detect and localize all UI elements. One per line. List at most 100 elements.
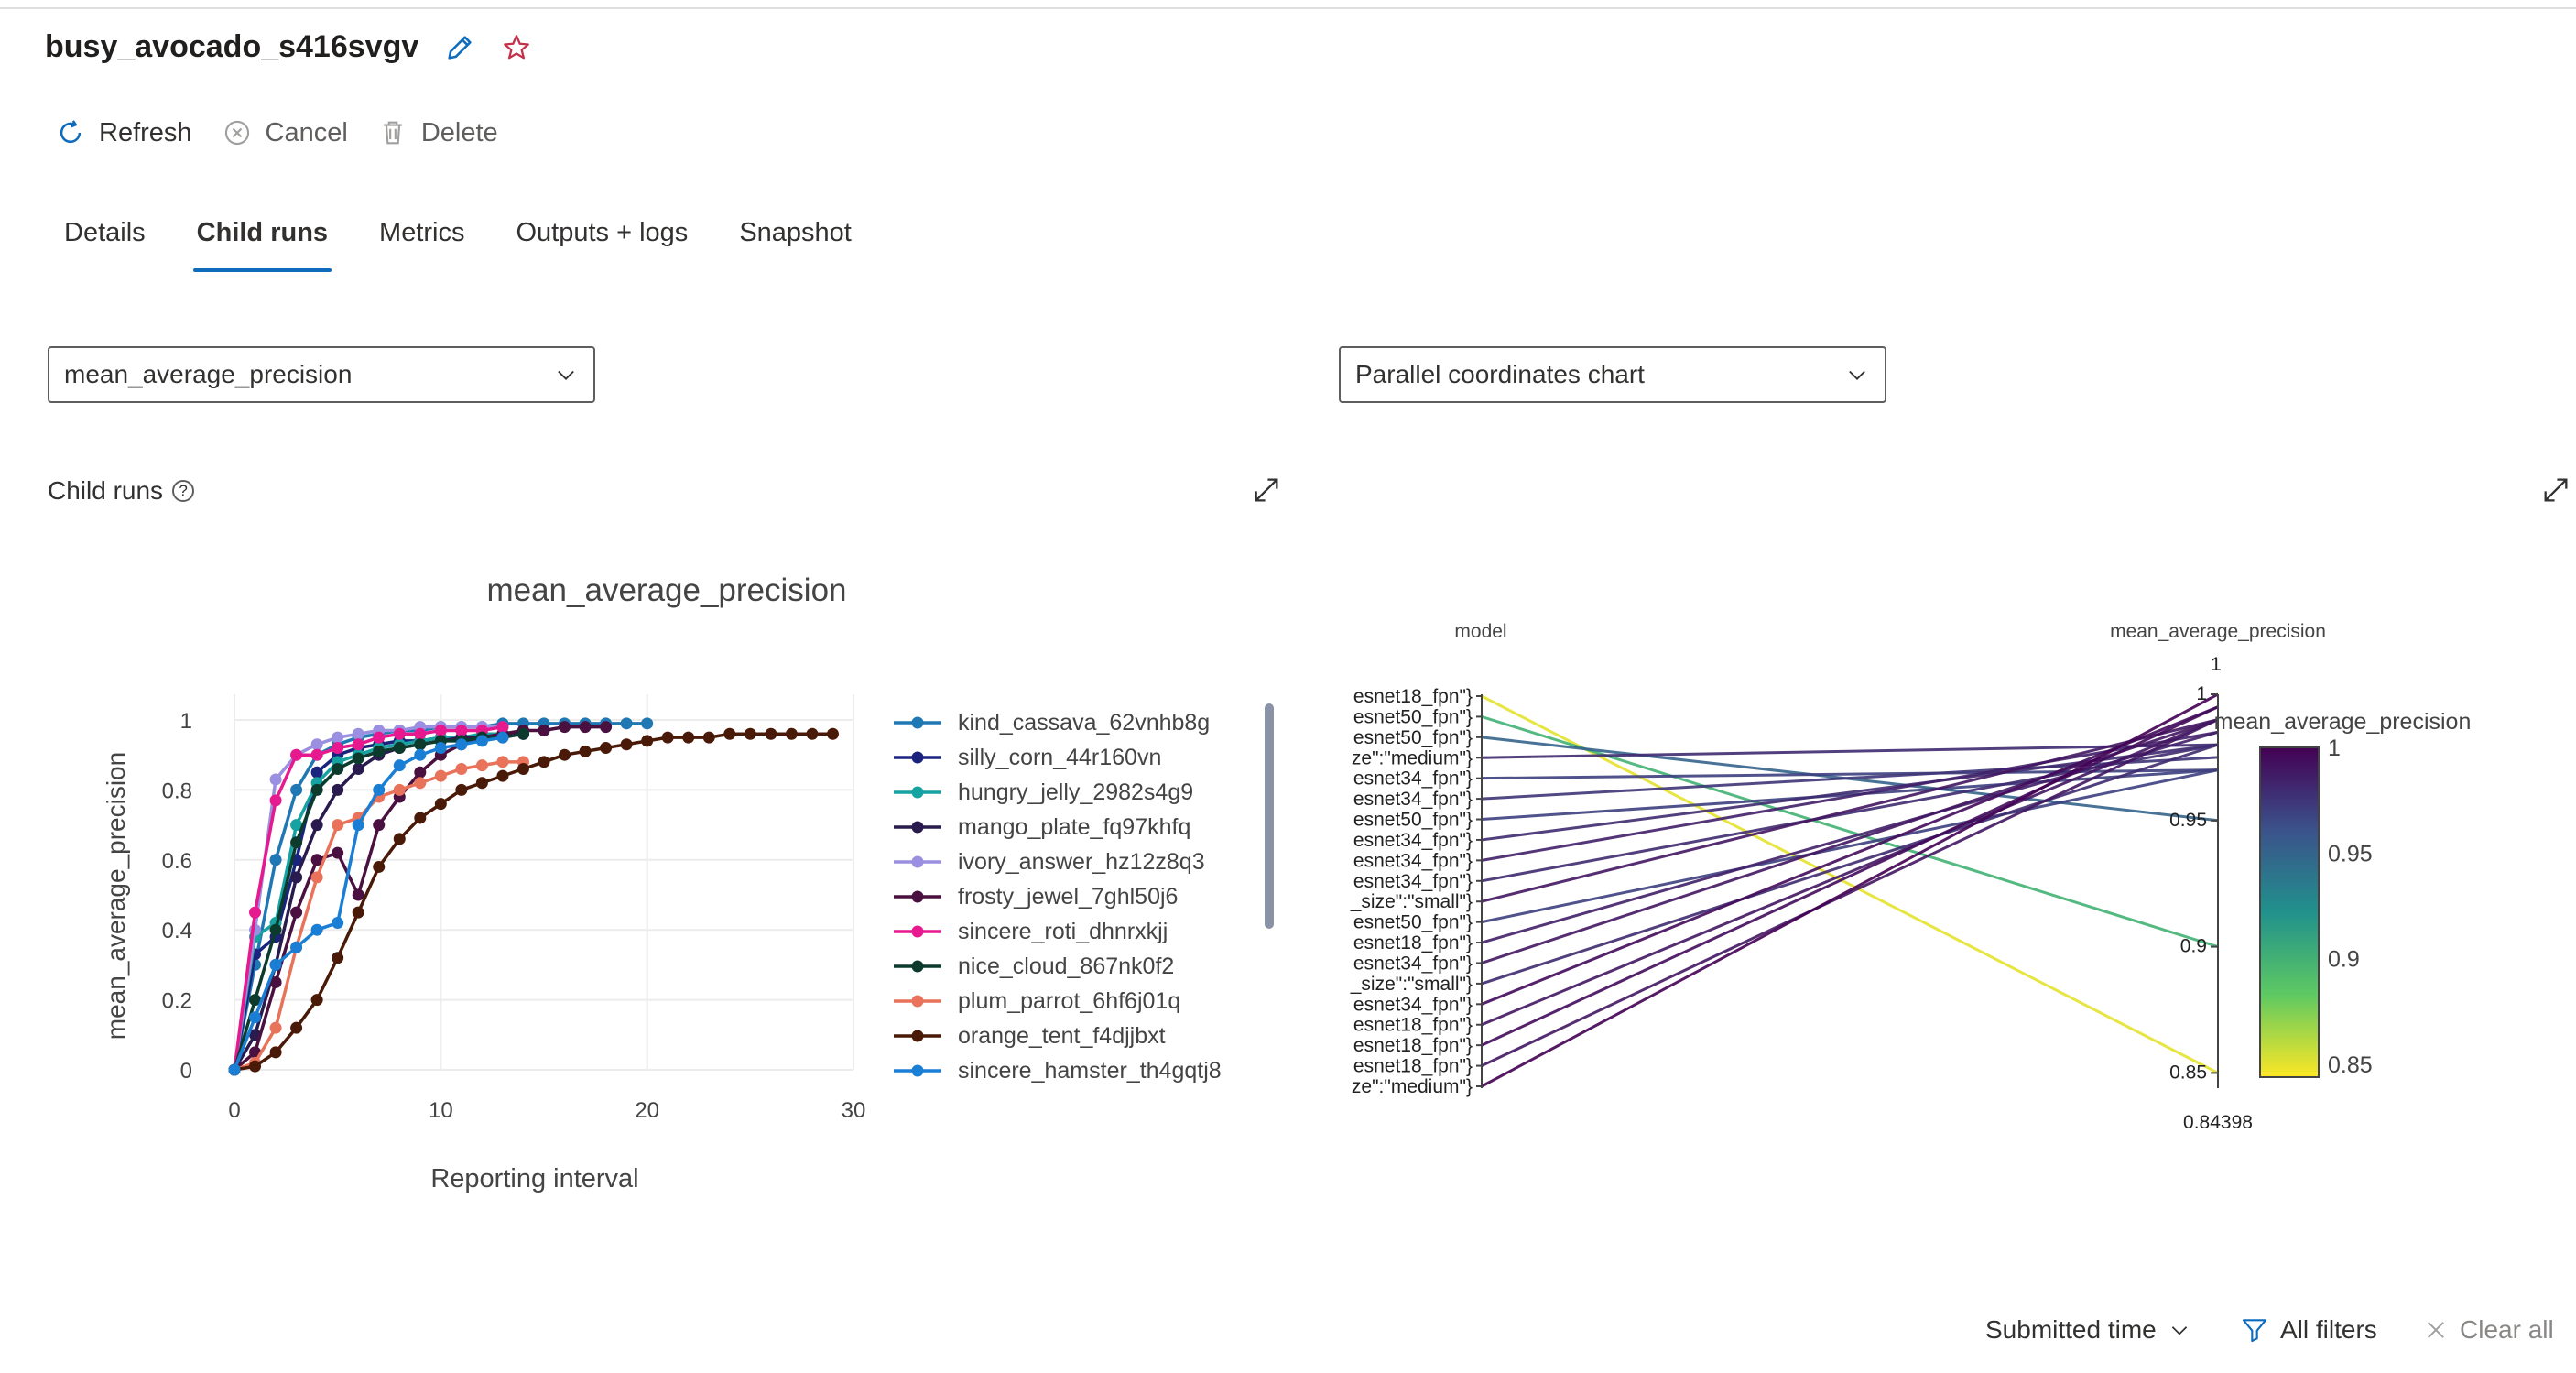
map-tick-label: 0.9 bbox=[2180, 936, 2207, 957]
x-tick-label: 20 bbox=[635, 1098, 659, 1123]
legend-swatch bbox=[894, 1030, 941, 1042]
data-point bbox=[414, 766, 427, 779]
data-point bbox=[538, 756, 550, 768]
pc-line bbox=[1481, 743, 2219, 759]
data-point bbox=[496, 731, 509, 744]
data-point bbox=[332, 819, 344, 832]
data-point bbox=[641, 717, 654, 730]
data-point bbox=[352, 906, 364, 919]
data-point bbox=[310, 819, 323, 832]
chart-type-select[interactable]: Parallel coordinates chart bbox=[1339, 346, 1886, 403]
data-point bbox=[641, 735, 654, 747]
tab-details[interactable]: Details bbox=[64, 218, 146, 247]
page-title: busy_avocado_s416svgv bbox=[45, 29, 419, 64]
clear-all-button[interactable]: Clear all bbox=[2423, 1315, 2554, 1345]
legend-item[interactable]: orange_tent_f4djjbxt bbox=[894, 1019, 1166, 1053]
model-tick-label: esnet34_fpn"} bbox=[1353, 830, 1473, 851]
delete-label: Delete bbox=[420, 117, 498, 147]
data-point bbox=[310, 738, 323, 751]
data-point bbox=[434, 724, 447, 736]
data-point bbox=[290, 906, 303, 919]
data-point bbox=[352, 888, 364, 901]
delete-button[interactable]: Delete bbox=[377, 117, 498, 148]
data-point bbox=[434, 742, 447, 755]
legend-item[interactable]: sincere_roti_dhnrxkjj bbox=[894, 914, 1168, 949]
data-point bbox=[290, 871, 303, 884]
y-tick-label: 1 bbox=[180, 709, 192, 734]
map-tick-label: 1 bbox=[2196, 683, 2207, 704]
data-point bbox=[269, 976, 282, 988]
data-point bbox=[414, 748, 427, 761]
legend-item[interactable]: silly_corn_44r160vn bbox=[894, 740, 1161, 775]
legend-swatch bbox=[894, 960, 941, 973]
data-point bbox=[682, 731, 695, 744]
close-icon bbox=[2428, 1322, 2444, 1338]
legend-item[interactable]: frosty_jewel_7ghl50j6 bbox=[894, 879, 1178, 914]
data-point bbox=[434, 769, 447, 782]
legend-item[interactable]: plum_parrot_6hf6j01q bbox=[894, 984, 1180, 1019]
data-point bbox=[249, 906, 262, 919]
filter-funnel-icon bbox=[2242, 1319, 2267, 1343]
y-axis-label: mean_average_precision bbox=[102, 752, 130, 1040]
favorite-star-icon[interactable] bbox=[501, 32, 532, 63]
cancel-circle-icon bbox=[224, 120, 249, 146]
data-point bbox=[434, 798, 447, 811]
pc-line bbox=[1481, 718, 2219, 903]
legend-item[interactable]: ivory_answer_hz12z8q3 bbox=[894, 845, 1205, 879]
data-point bbox=[310, 854, 323, 866]
legend-scrollbar[interactable] bbox=[1265, 703, 1274, 929]
data-point bbox=[310, 783, 323, 796]
pc-line bbox=[1481, 705, 2219, 1006]
x-tick-label: 0 bbox=[228, 1098, 240, 1123]
legend-item[interactable]: kind_cassava_62vnhb8g bbox=[894, 705, 1210, 740]
legend-item[interactable]: hungry_jelly_2982s4g9 bbox=[894, 775, 1193, 810]
tab-snapshot[interactable]: Snapshot bbox=[739, 218, 852, 247]
data-point bbox=[228, 1063, 241, 1076]
title-row: busy_avocado_s416svgv bbox=[45, 29, 532, 65]
refresh-label: Refresh bbox=[99, 117, 192, 147]
submitted-time-filter[interactable]: Submitted time bbox=[1985, 1315, 2191, 1345]
data-point bbox=[414, 812, 427, 824]
map-tick-label: 0.84398 bbox=[2183, 1112, 2253, 1133]
data-point bbox=[559, 721, 571, 734]
parallel-coordinates-chart: model mean_average_precision esnet18_fpn"}… bbox=[1350, 621, 2472, 1133]
child-runs-heading: Child runs ? bbox=[48, 476, 195, 506]
data-point bbox=[579, 721, 592, 734]
clear-all-label: Clear all bbox=[2460, 1315, 2554, 1344]
data-point bbox=[310, 871, 323, 884]
model-tick-label: esnet34_fpn"} bbox=[1353, 953, 1473, 974]
data-point bbox=[744, 727, 756, 740]
data-point bbox=[702, 731, 715, 744]
expand-parallel-chart-icon[interactable] bbox=[2540, 474, 2571, 506]
tab-outputs-logs[interactable]: Outputs + logs bbox=[516, 218, 689, 247]
data-point bbox=[269, 958, 282, 971]
legend-swatch bbox=[894, 786, 941, 799]
tab-child-runs[interactable]: Child runs bbox=[192, 218, 332, 272]
legend-item[interactable]: mango_plate_fq97khfq bbox=[894, 810, 1190, 845]
legend-item[interactable]: sincere_hamster_th4gqtj8 bbox=[894, 1053, 1222, 1088]
expand-line-chart-icon[interactable] bbox=[1251, 474, 1282, 506]
chart-title: mean_average_precision bbox=[486, 572, 846, 608]
refresh-button[interactable]: Refresh bbox=[55, 117, 192, 148]
cancel-label: Cancel bbox=[265, 117, 348, 147]
metric-select-value: mean_average_precision bbox=[64, 360, 353, 388]
cancel-button[interactable]: Cancel bbox=[222, 117, 348, 148]
help-question-icon[interactable]: ? bbox=[172, 480, 195, 502]
pc-line bbox=[1481, 692, 2219, 1088]
all-filters-button[interactable]: All filters bbox=[2240, 1315, 2377, 1345]
data-point bbox=[373, 731, 386, 744]
data-point bbox=[516, 727, 529, 740]
chart-legend: kind_cassava_62vnhb8g silly_corn_44r160vn… bbox=[894, 705, 1260, 1090]
data-point bbox=[393, 742, 406, 755]
data-point bbox=[723, 727, 736, 740]
trash-icon bbox=[383, 121, 402, 145]
tab-metrics[interactable]: Metrics bbox=[379, 218, 465, 247]
map-tick-label: 1 bbox=[2211, 654, 2222, 675]
edit-pencil-icon[interactable] bbox=[444, 32, 475, 63]
legend-item[interactable]: nice_cloud_867nk0f2 bbox=[894, 949, 1174, 984]
data-point bbox=[455, 762, 468, 775]
data-point bbox=[310, 994, 323, 1007]
metric-select[interactable]: mean_average_precision bbox=[48, 346, 595, 403]
data-point bbox=[393, 833, 406, 845]
y-tick-label: 0.4 bbox=[162, 919, 192, 943]
